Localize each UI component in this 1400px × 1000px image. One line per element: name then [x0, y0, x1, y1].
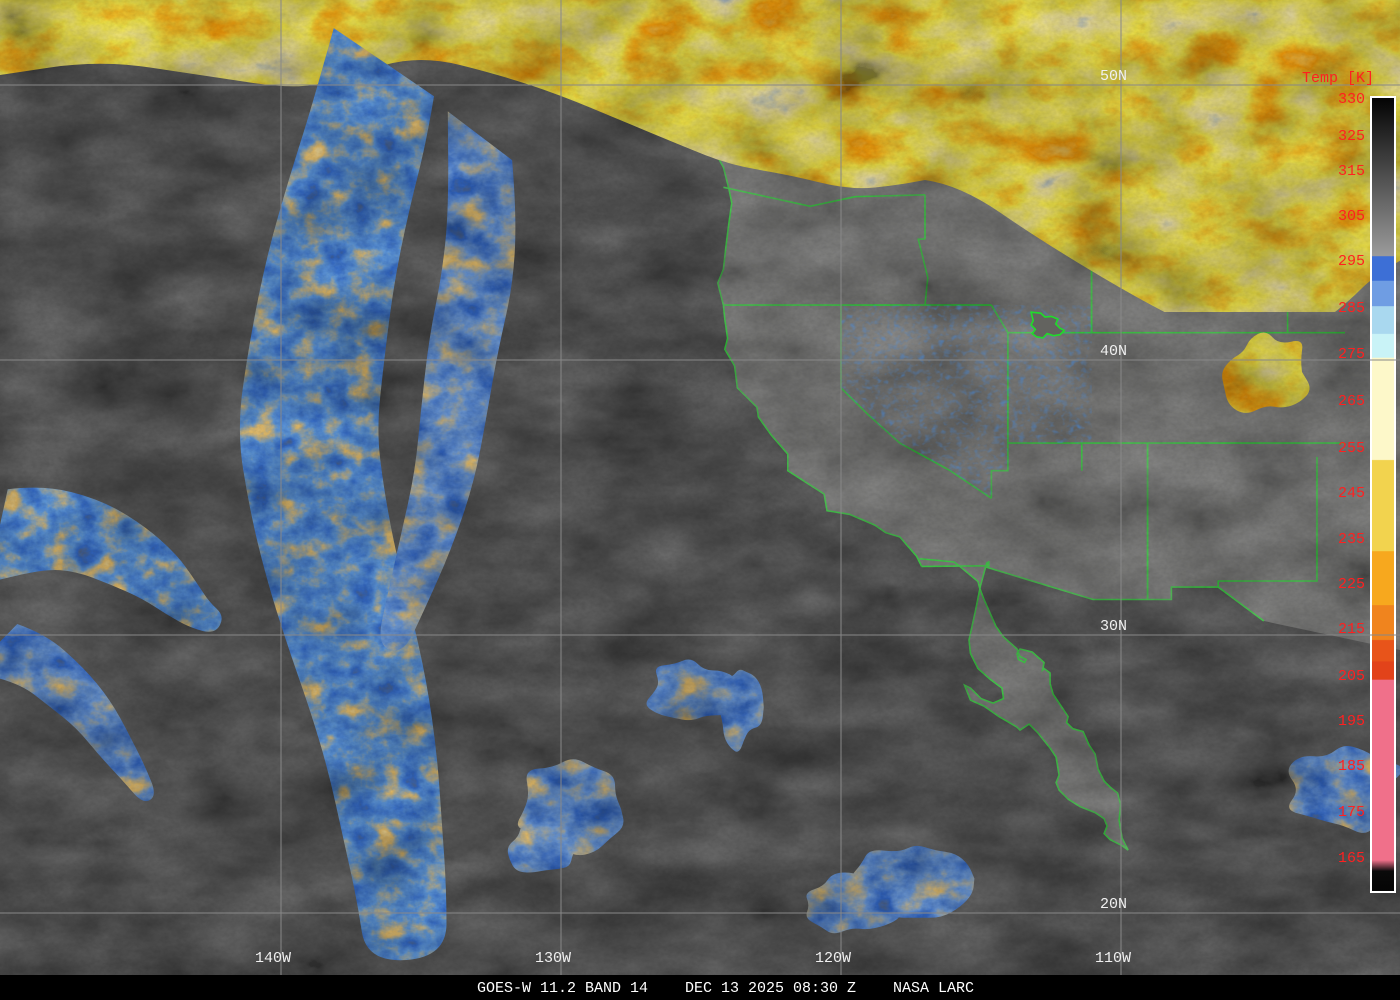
svg-text:DEC 13 2025 08:30 Z: DEC 13 2025 08:30 Z — [685, 980, 856, 997]
svg-text:140W: 140W — [255, 950, 291, 967]
svg-text:275: 275 — [1338, 346, 1365, 363]
svg-text:235: 235 — [1338, 531, 1365, 548]
svg-text:20N: 20N — [1100, 896, 1127, 913]
svg-text:255: 255 — [1338, 440, 1365, 457]
svg-text:50N: 50N — [1100, 68, 1127, 85]
svg-text:NASA LARC: NASA LARC — [893, 980, 974, 997]
svg-text:120W: 120W — [815, 950, 851, 967]
svg-text:330: 330 — [1338, 91, 1365, 108]
svg-text:130W: 130W — [535, 950, 571, 967]
svg-text:325: 325 — [1338, 128, 1365, 145]
svg-text:205: 205 — [1338, 668, 1365, 685]
svg-text:110W: 110W — [1095, 950, 1131, 967]
svg-text:185: 185 — [1338, 758, 1365, 775]
svg-text:305: 305 — [1338, 208, 1365, 225]
svg-text:GOES-W 11.2 BAND 14: GOES-W 11.2 BAND 14 — [477, 980, 648, 997]
svg-text:30N: 30N — [1100, 618, 1127, 635]
svg-text:165: 165 — [1338, 850, 1365, 867]
svg-text:315: 315 — [1338, 163, 1365, 180]
svg-text:295: 295 — [1338, 253, 1365, 270]
svg-text:285: 285 — [1338, 300, 1365, 317]
svg-text:265: 265 — [1338, 393, 1365, 410]
svg-text:Temp [K]: Temp [K] — [1302, 70, 1374, 87]
svg-text:40N: 40N — [1100, 343, 1127, 360]
svg-text:175: 175 — [1338, 804, 1365, 821]
svg-text:245: 245 — [1338, 485, 1365, 502]
svg-text:225: 225 — [1338, 576, 1365, 593]
svg-text:195: 195 — [1338, 713, 1365, 730]
svg-text:215: 215 — [1338, 621, 1365, 638]
